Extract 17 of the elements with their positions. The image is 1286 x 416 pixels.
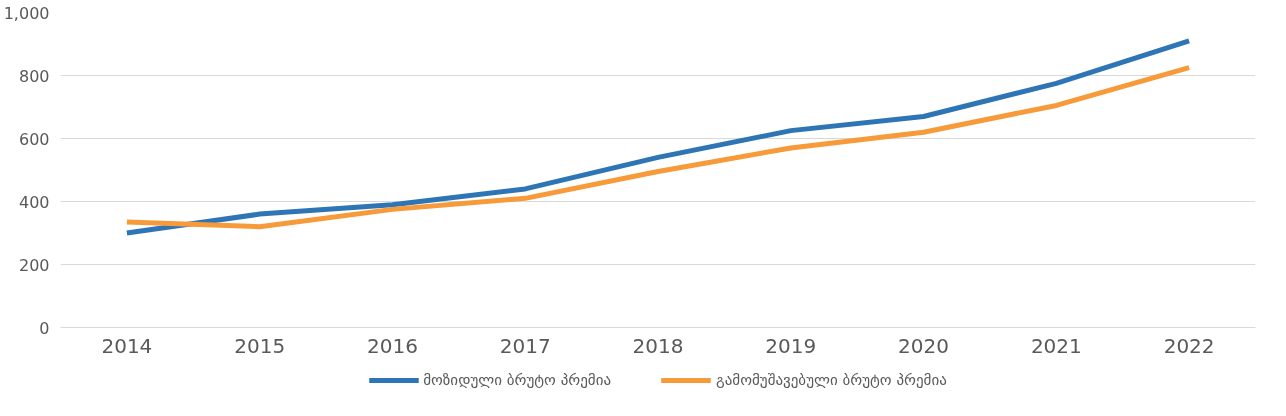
y-tick-label: 800 — [18, 66, 50, 86]
legend-label: გამომუშავებული ბრუტო პრემია — [716, 371, 947, 389]
y-tick-label: 400 — [18, 192, 50, 212]
x-tick-label: 2020 — [898, 333, 950, 358]
y-tick-label: 600 — [18, 129, 50, 149]
x-tick-label: 2021 — [1030, 333, 1082, 358]
x-tick-label: 2015 — [234, 333, 286, 358]
x-tick-label: 2019 — [765, 333, 817, 358]
x-tick-label: 2014 — [101, 333, 153, 358]
x-tick-label: 2022 — [1163, 333, 1215, 358]
x-tick-label: 2017 — [499, 333, 551, 358]
y-tick-label: 200 — [18, 255, 50, 275]
y-tick-label: 0 — [39, 318, 50, 338]
y-tick-label: 1,000 — [3, 3, 50, 23]
x-tick-label: 2016 — [367, 333, 418, 358]
legend-label: მოზიდული ბრუტო პრემია — [423, 371, 612, 389]
x-tick-label: 2018 — [632, 333, 684, 358]
